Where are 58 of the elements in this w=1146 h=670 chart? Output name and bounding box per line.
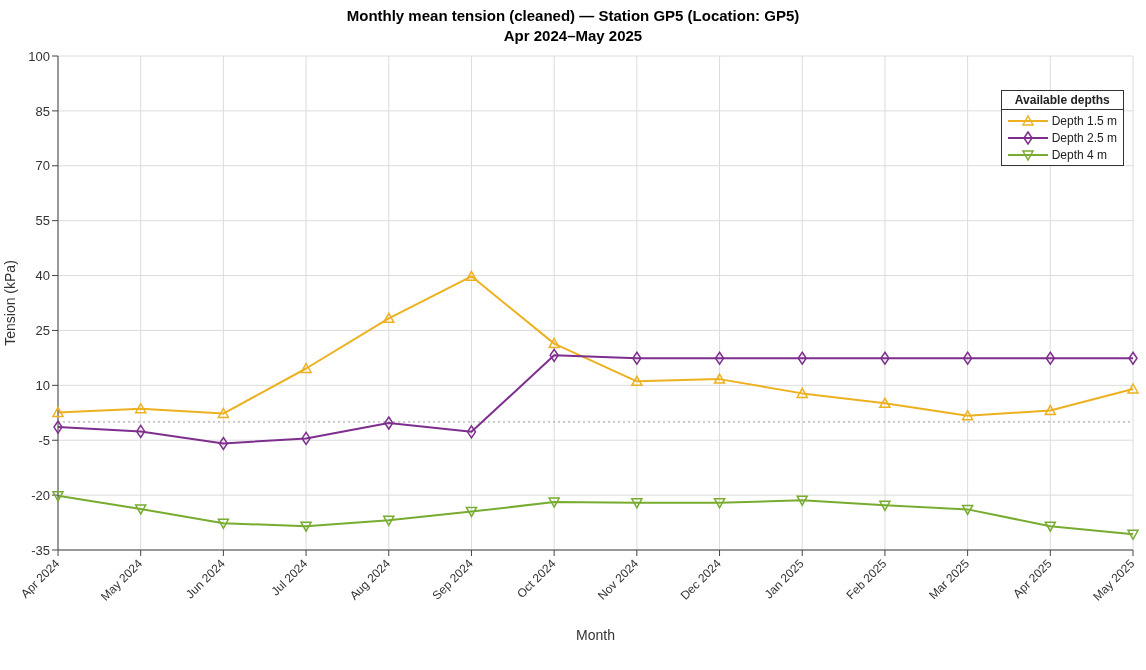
point — [218, 436, 229, 451]
point — [465, 270, 478, 282]
point — [134, 403, 147, 414]
point — [961, 504, 974, 516]
point — [714, 351, 725, 365]
point — [632, 351, 642, 365]
point — [961, 409, 974, 421]
point — [796, 495, 808, 506]
point — [1044, 521, 1057, 532]
point — [134, 504, 147, 515]
point — [1127, 529, 1139, 541]
point — [52, 491, 64, 502]
point — [383, 515, 395, 527]
point — [631, 375, 643, 387]
y-tick-label: 85 — [35, 103, 50, 119]
legend-label: Depth 1.5 m — [1051, 113, 1117, 128]
point — [880, 351, 890, 365]
point — [466, 425, 477, 439]
chart-title: Monthly mean tension (cleaned) — Station GP5 (Location: GP5) — [345, 6, 801, 26]
point — [300, 362, 312, 374]
point — [383, 312, 395, 324]
y-tick-label: 10 — [35, 377, 50, 393]
y-tick-label: 55 — [35, 213, 50, 229]
point — [52, 406, 64, 418]
legend-label: Depth 4 m — [1051, 147, 1107, 162]
point — [797, 351, 807, 365]
point — [1127, 383, 1139, 394]
point — [217, 407, 230, 419]
point — [465, 506, 478, 518]
y-tick-label: 40 — [35, 268, 50, 284]
y-tick-label: 100 — [28, 48, 50, 64]
point — [53, 420, 63, 434]
point — [548, 337, 560, 349]
y-tick-label: 25 — [35, 323, 50, 339]
point — [1045, 351, 1056, 365]
y-tick-label: 70 — [35, 158, 50, 174]
point — [217, 518, 230, 530]
point — [879, 500, 891, 512]
legend-label: Depth 2.5 m — [1051, 130, 1117, 145]
point — [713, 498, 726, 509]
chart-subtitle: Apr 2024–May 2025 — [502, 26, 644, 46]
x-axis-title: Month — [576, 627, 615, 643]
y-tick-label: -5 — [38, 432, 50, 448]
y-axis-title: Tension (kPa) — [1, 260, 18, 346]
point — [713, 373, 726, 384]
point — [962, 351, 973, 365]
point — [384, 416, 394, 430]
legend-title: Available depths — [1001, 91, 1123, 110]
point — [879, 397, 891, 409]
y-tick-label: -35 — [31, 542, 50, 558]
point — [135, 424, 146, 439]
y-tick-label: -20 — [31, 487, 50, 503]
point — [796, 387, 808, 399]
point — [548, 497, 560, 508]
point — [1044, 404, 1057, 416]
point — [300, 521, 312, 532]
point — [1128, 351, 1138, 365]
point — [631, 498, 643, 509]
